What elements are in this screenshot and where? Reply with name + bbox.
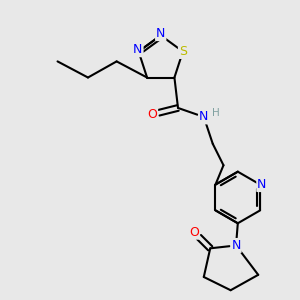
Text: N: N xyxy=(156,27,165,40)
Text: H: H xyxy=(212,108,219,118)
Text: N: N xyxy=(133,43,142,56)
Text: N: N xyxy=(257,178,267,191)
Text: O: O xyxy=(147,108,157,121)
Text: S: S xyxy=(179,45,187,58)
Text: N: N xyxy=(231,239,241,252)
Text: N: N xyxy=(199,110,208,123)
Text: O: O xyxy=(189,226,199,239)
